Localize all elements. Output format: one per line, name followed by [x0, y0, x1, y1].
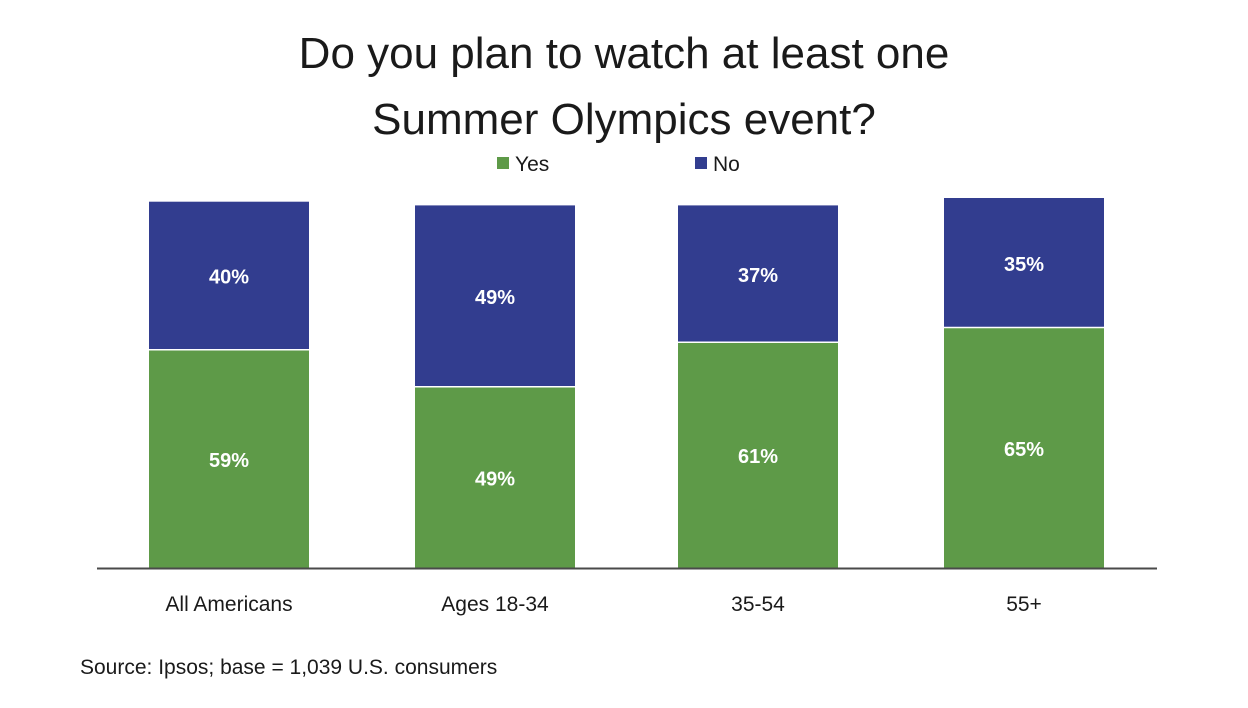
- data-label-yes-1: 49%: [475, 468, 515, 490]
- data-label-no-2: 37%: [738, 265, 778, 287]
- data-label-yes-2: 61%: [738, 446, 778, 468]
- legend-swatch-no: [695, 157, 707, 169]
- legend-label-no: No: [713, 153, 740, 176]
- x-tick-label-0: All Americans: [165, 593, 292, 616]
- chart-title-line-2: Summer Olympics event?: [372, 95, 876, 144]
- bar-no-3: [944, 198, 1104, 328]
- bar-yes-1: [415, 386, 575, 568]
- data-label-yes-0: 59%: [209, 450, 249, 472]
- data-label-no-1: 49%: [475, 287, 515, 309]
- bar-yes-2: [678, 342, 838, 568]
- bar-no-2: [678, 205, 838, 343]
- x-tick-label-3: 55+: [1006, 593, 1042, 616]
- data-label-yes-3: 65%: [1004, 439, 1044, 461]
- bar-yes-0: [149, 349, 309, 568]
- x-tick-label-2: 35-54: [731, 593, 785, 616]
- legend-label-yes: Yes: [515, 153, 549, 176]
- x-tick-label-1: Ages 18-34: [441, 593, 549, 616]
- data-label-no-3: 35%: [1004, 254, 1044, 276]
- source-note: Source: Ipsos; base = 1,039 U.S. consume…: [80, 656, 498, 679]
- bar-no-0: [149, 201, 309, 350]
- data-label-no-0: 40%: [209, 267, 249, 289]
- legend-swatch-yes: [497, 157, 509, 169]
- bar-no-1: [415, 205, 575, 387]
- chart-title-line-1: Do you plan to watch at least one: [298, 29, 950, 78]
- bar-yes-3: [944, 327, 1104, 568]
